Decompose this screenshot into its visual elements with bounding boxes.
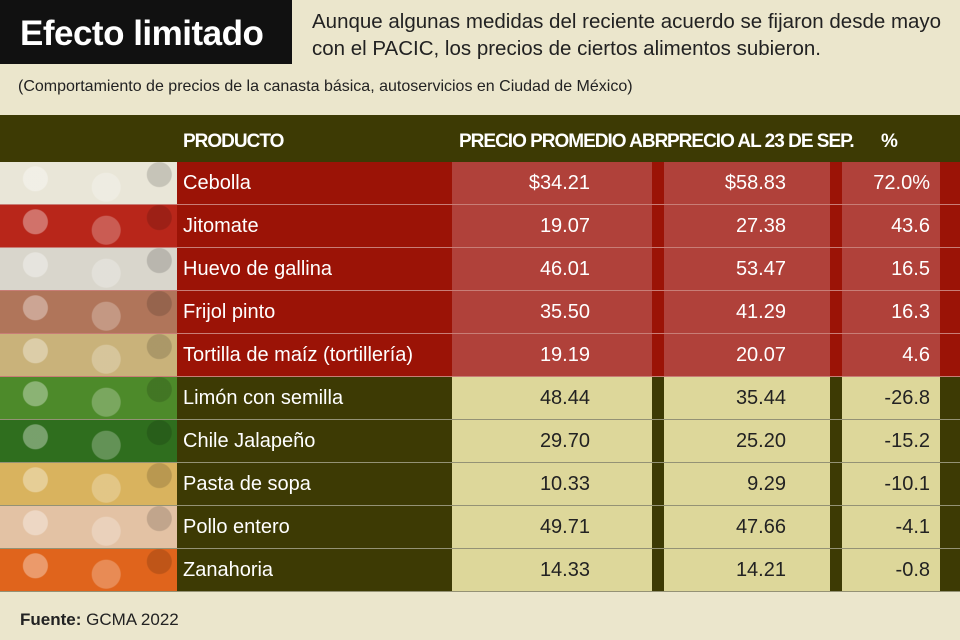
product-name: Frijol pinto [183, 301, 276, 323]
table-row: Zanahoria 14.33 14.21 -0.8 [0, 549, 960, 592]
price-april: 19.19 [452, 334, 652, 376]
product-name: Tortilla de maíz (tortillería) [183, 344, 414, 366]
price-table: PRODUCTO PRECIO PROMEDIO ABR. PRECIO AL … [0, 115, 960, 592]
food-photo [0, 463, 177, 505]
food-photo [0, 377, 177, 419]
table-row: Pasta de sopa 10.33 9.29 -10.1 [0, 463, 960, 506]
percent-change: -26.8 [842, 377, 940, 419]
food-photo [0, 334, 177, 376]
source-label: Fuente: [20, 610, 82, 629]
food-photo [0, 162, 177, 204]
price-sep23: 9.29 [664, 463, 830, 505]
table-row: Huevo de gallina 46.01 53.47 16.5 [0, 248, 960, 291]
product-name: Jitomate [183, 215, 259, 237]
percent-change: 16.3 [842, 291, 940, 333]
percent-change: -0.8 [842, 549, 940, 591]
table-row: Chile Jalapeño 29.70 25.20 -15.2 [0, 420, 960, 463]
header-product: PRODUCTO [183, 131, 284, 152]
product-name: Huevo de gallina [183, 258, 332, 280]
food-photo [0, 506, 177, 548]
table-row: Limón con semilla 48.44 35.44 -26.8 [0, 377, 960, 420]
lede-text: Aunque algunas medidas del reciente acue… [312, 10, 942, 60]
product-name: Limón con semilla [183, 387, 344, 409]
percent-change: 4.6 [842, 334, 940, 376]
food-photo [0, 248, 177, 290]
product-name: Chile Jalapeño [183, 430, 316, 452]
table-row: Jitomate 19.07 27.38 43.6 [0, 205, 960, 248]
table-row: Frijol pinto 35.50 41.29 16.3 [0, 291, 960, 334]
source-value: GCMA 2022 [86, 610, 179, 629]
price-april: 10.33 [452, 463, 652, 505]
price-april: 14.33 [452, 549, 652, 591]
product-name: Pollo entero [183, 516, 290, 538]
percent-change: 43.6 [842, 205, 940, 247]
header-pct: % [881, 131, 898, 152]
price-april: 35.50 [452, 291, 652, 333]
price-sep23: 25.20 [664, 420, 830, 462]
percent-change: -15.2 [842, 420, 940, 462]
price-sep23: 53.47 [664, 248, 830, 290]
price-april: 49.71 [452, 506, 652, 548]
percent-change: -10.1 [842, 463, 940, 505]
percent-change: -4.1 [842, 506, 940, 548]
header-sep23: PRECIO AL 23 DE SEP. [667, 131, 855, 152]
price-sep23: 35.44 [664, 377, 830, 419]
product-name: Pasta de sopa [183, 473, 311, 495]
price-sep23: $58.83 [664, 162, 830, 204]
table-row: Tortilla de maíz (tortillería) 19.19 20.… [0, 334, 960, 377]
product-name: Cebolla [183, 172, 251, 194]
price-april: 29.70 [452, 420, 652, 462]
percent-change: 72.0% [842, 162, 940, 204]
price-sep23: 41.29 [664, 291, 830, 333]
food-photo [0, 205, 177, 247]
page-title: Efecto limitado [0, 0, 292, 64]
price-sep23: 14.21 [664, 549, 830, 591]
table-row: Cebolla $34.21 $58.83 72.0% [0, 162, 960, 205]
price-april: 46.01 [452, 248, 652, 290]
subtitle: (Comportamiento de precios de la canasta… [18, 78, 633, 95]
food-photo [0, 291, 177, 333]
source-note: Fuente: GCMA 2022 [20, 610, 179, 630]
price-april: 19.07 [452, 205, 652, 247]
price-april: $34.21 [452, 162, 652, 204]
price-april: 48.44 [452, 377, 652, 419]
food-photo [0, 549, 177, 591]
product-name: Zanahoria [183, 559, 274, 581]
price-sep23: 20.07 [664, 334, 830, 376]
price-sep23: 27.38 [664, 205, 830, 247]
percent-change: 16.5 [842, 248, 940, 290]
price-sep23: 47.66 [664, 506, 830, 548]
table-row: Pollo entero 49.71 47.66 -4.1 [0, 506, 960, 549]
food-photo [0, 420, 177, 462]
header-avg-apr: PRECIO PROMEDIO ABR. [459, 131, 673, 152]
table-header: PRODUCTO PRECIO PROMEDIO ABR. PRECIO AL … [0, 115, 960, 162]
